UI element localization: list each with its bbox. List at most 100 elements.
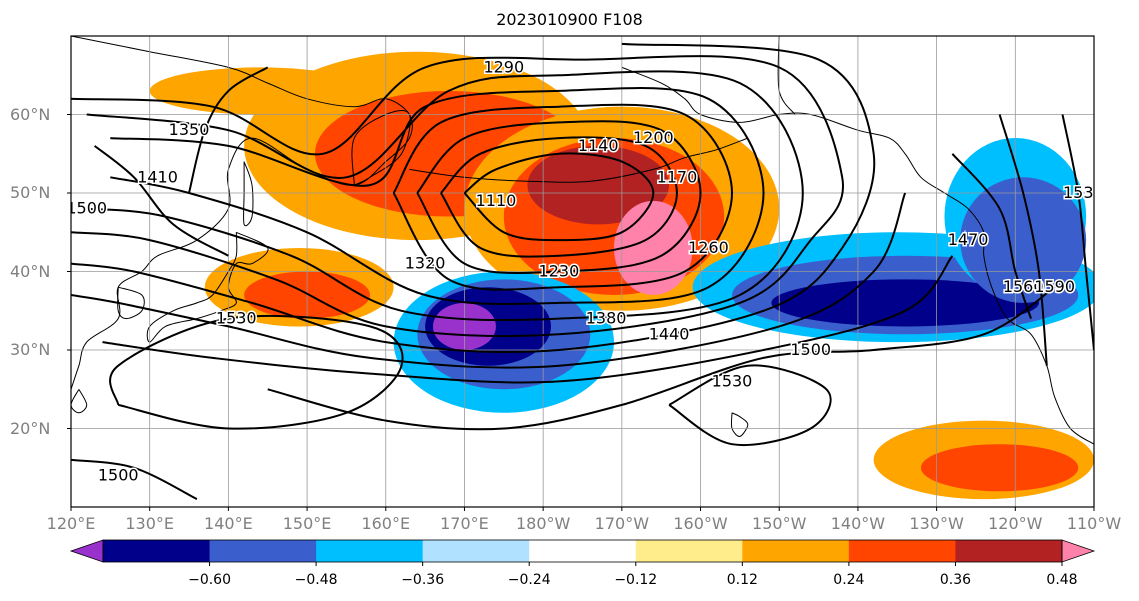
height-contour-1530: [109, 314, 404, 430]
lon-label: 150°W: [752, 514, 807, 533]
contour-label-text: 1350: [169, 120, 210, 139]
height-contour-1500: [71, 458, 198, 500]
coastline-aleutians: [409, 137, 748, 183]
lon-label: 110°W: [1066, 514, 1122, 533]
anomaly-fill-region: [527, 145, 670, 225]
contour-label: 1170: [655, 166, 699, 188]
map-title: 2023010900 F108: [496, 10, 643, 29]
anomaly-fill-region: [149, 67, 371, 115]
height-contour-1290: [71, 55, 845, 338]
contour-label: 1110: [474, 189, 518, 211]
colorbar-segment: [209, 540, 317, 562]
colorbar-segment: [103, 540, 211, 562]
height-contour-1500: [267, 286, 1056, 431]
contour-label: 1560: [1001, 276, 1045, 298]
lat-label: 60°N: [10, 104, 51, 124]
colorbar-segment: [742, 540, 850, 562]
contour-label-text: 1500: [790, 340, 831, 359]
contour-label-text: 1470: [948, 230, 989, 249]
contour-label-text: 1260: [688, 238, 729, 257]
contour-label-text: 1410: [137, 167, 178, 186]
contour-label-text: 1500: [66, 199, 107, 218]
contour-label-text: 1170: [657, 167, 698, 186]
anomaly-fill-layer: [149, 51, 1094, 500]
lon-label: 160°W: [673, 514, 728, 533]
contour-label: 1440: [647, 323, 691, 345]
colorbar-segment: [529, 540, 637, 562]
colorbar-extend-min: [69, 539, 104, 563]
height-contour-1470: [951, 153, 1032, 319]
colorbar-tick-label: −0.36: [401, 572, 445, 588]
height-contour-1140: [440, 136, 678, 258]
contour-label: 1350: [167, 119, 211, 141]
colorbar-segment: [955, 540, 1063, 562]
contour-label-text: 1290: [483, 57, 524, 76]
contour-label: 1230: [537, 260, 581, 282]
lon-label: 140°W: [830, 514, 886, 533]
height-contour-1440: [102, 255, 954, 384]
coastline-layer: [71, 36, 1094, 445]
colorbar-extend-max: [1061, 539, 1096, 563]
height-contour-1230: [110, 87, 765, 306]
contour-label: 1500: [96, 464, 140, 486]
contour-label: 1290: [482, 56, 526, 78]
anomaly-fill-region: [920, 444, 1079, 492]
contour-label-text: 1530: [712, 371, 753, 390]
contour-label-text: 1530: [216, 309, 257, 328]
lat-label: 40°N: [10, 261, 51, 281]
colorbar-frame: [102, 539, 1063, 563]
height-contour-1260: [86, 70, 804, 322]
lon-label: 180°W: [515, 514, 571, 533]
lat-label: 50°N: [10, 183, 51, 202]
height-contour-1200: [392, 103, 734, 291]
lat-label: 30°N: [10, 340, 51, 359]
contour-label-text: 153: [1063, 183, 1094, 202]
height-contour-1350: [188, 66, 269, 194]
coastline-alaska: [621, 66, 1094, 445]
height-contour-1590: [1061, 114, 1094, 351]
contour-label: 1530: [710, 370, 754, 392]
contour-label: 1500: [66, 197, 109, 219]
lon-label: 170°E: [440, 514, 489, 533]
height-contour-1320: [71, 42, 876, 354]
coastline-korea: [117, 286, 145, 320]
colorbar-segment: [635, 540, 743, 562]
colorbar-segment: [848, 540, 956, 562]
lon-label: 160°E: [361, 514, 411, 533]
height-contour-1560: [998, 114, 1048, 366]
height-contour-1110: [463, 152, 655, 242]
colorbar-tick-label: 0.36: [939, 572, 972, 588]
lat-label: 20°N: [10, 418, 51, 438]
colorbar-segment: [316, 540, 424, 562]
contour-label-text: 1110: [476, 191, 517, 210]
colorbar-tick-label: −0.24: [507, 572, 551, 588]
lon-label: 130°E: [125, 514, 175, 533]
colorbar-tick-label: −0.12: [614, 572, 658, 588]
lon-label: 140°E: [204, 514, 253, 533]
lon-label: 120°E: [46, 514, 96, 533]
lon-label: 150°E: [282, 514, 332, 533]
contour-label-text: 1200: [633, 128, 674, 147]
colorbar-tick-label: 0.48: [1046, 572, 1078, 588]
height-contour-1170: [416, 120, 702, 275]
contour-label: 1530: [214, 307, 258, 329]
contour-label: 1410: [136, 166, 180, 188]
coastline-sakhalin: [243, 161, 254, 227]
contour-label: 1590: [1033, 276, 1077, 298]
contour-label-text: 1560: [1003, 277, 1044, 296]
height-contour-layer: [71, 42, 1094, 500]
colorbar: [69, 539, 1096, 566]
contour-label: 1140: [576, 134, 620, 156]
contour-label: 1470: [946, 229, 990, 251]
coastline-hawaii: [730, 412, 749, 437]
axis-tick-layer: [67, 114, 1095, 511]
contour-label: 153: [1061, 182, 1094, 204]
height-contour-1410: [93, 145, 229, 257]
colorbar-tick-label: 0.12: [726, 572, 758, 588]
coastline-taiwan-philippines: [71, 389, 88, 414]
anomaly-fill-region: [771, 279, 1039, 327]
contour-label-text: 1140: [578, 136, 619, 155]
contour-label-layer: 1290 1200 1140 1170 1110 1230 1260 1380 1440 1500…: [66, 56, 1094, 486]
height-contour-1380: [71, 192, 907, 369]
